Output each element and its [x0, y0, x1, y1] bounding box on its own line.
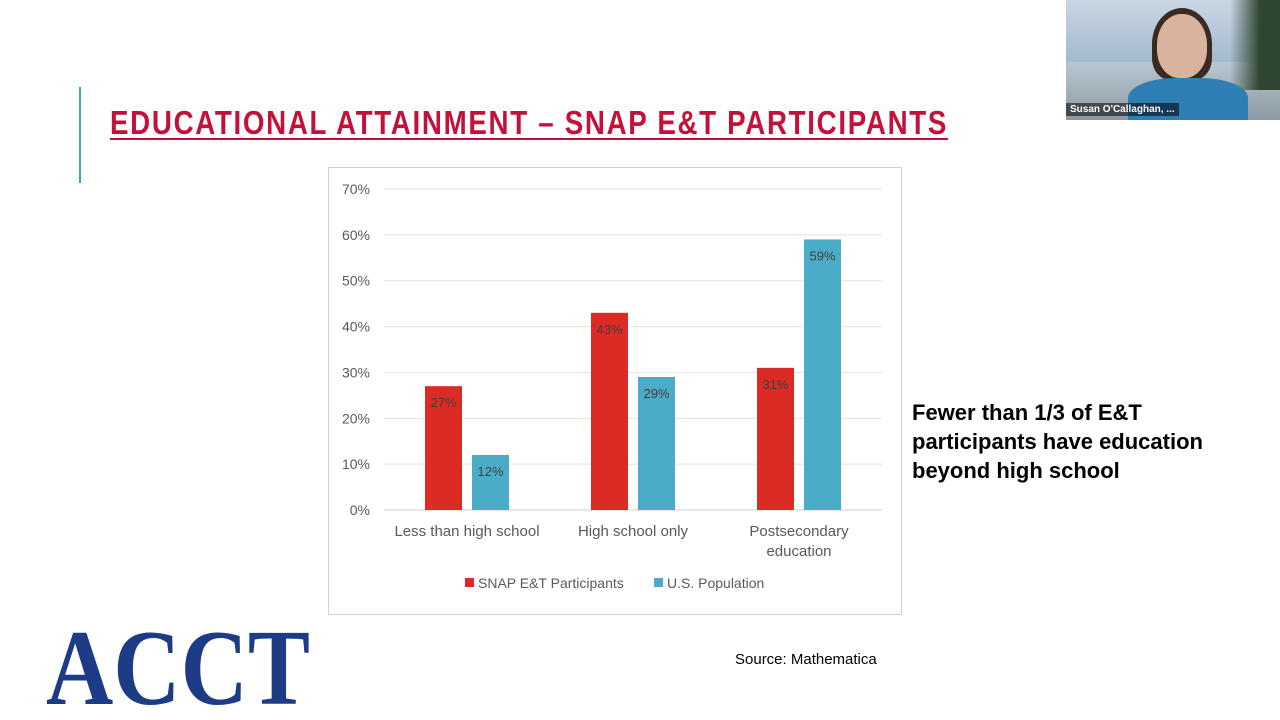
bar: [425, 386, 462, 510]
source-note: Source: Mathematica: [735, 651, 877, 668]
side-note: Fewer than 1/3 of E&T participants have …: [912, 400, 1203, 483]
y-tick-label: 60%: [342, 227, 370, 243]
data-label: 29%: [643, 386, 669, 401]
x-tick-label: education: [766, 543, 831, 560]
accent-bar: [79, 87, 81, 183]
x-tick-label: Postsecondary: [749, 523, 849, 540]
bar: [591, 312, 628, 510]
bar: [472, 454, 509, 510]
y-tick-label: 20%: [342, 410, 370, 426]
acct-logo-mark: ACCT: [46, 609, 310, 720]
data-label: 12%: [477, 464, 503, 479]
x-tick-label: High school only: [578, 523, 689, 540]
data-label: 43%: [596, 322, 622, 337]
y-tick-label: 0%: [350, 502, 370, 518]
video-background-trees: [1230, 0, 1280, 90]
video-participant-tile[interactable]: Susan O'Callaghan, ...: [1066, 0, 1280, 120]
legend-swatch: [465, 578, 474, 587]
bar: [757, 367, 794, 510]
participant-face: [1157, 14, 1207, 78]
legend-label: SNAP E&T Participants: [478, 575, 624, 591]
y-tick-label: 70%: [342, 181, 370, 197]
data-label: 59%: [809, 248, 835, 263]
y-tick-label: 50%: [342, 273, 370, 289]
bar: [638, 377, 675, 510]
participant-name-tag: Susan O'Callaghan, ...: [1066, 103, 1179, 116]
x-tick-label: Less than high school: [394, 523, 539, 540]
acct-logo: ACCT: [46, 609, 312, 720]
slide-title: EDUCATIONAL ATTAINMENT – SNAP E&T PARTIC…: [110, 104, 949, 141]
legend-label: U.S. Population: [667, 575, 764, 591]
chart-svg: 0% 10% 20% 30% 40% 50% 60% 70% 27% 12% Less than h…: [342, 181, 882, 591]
legend-swatch: [654, 578, 663, 587]
bar: [804, 239, 841, 510]
y-tick-label: 10%: [342, 456, 370, 472]
data-label: 27%: [430, 395, 456, 410]
chart: 0% 10% 20% 30% 40% 50% 60% 70% 27% 12% Less than h…: [328, 167, 902, 615]
y-tick-label: 40%: [342, 319, 370, 335]
y-tick-label: 30%: [342, 364, 370, 380]
data-label: 31%: [762, 377, 788, 392]
acct-logo-text: ACCT: [46, 620, 310, 708]
